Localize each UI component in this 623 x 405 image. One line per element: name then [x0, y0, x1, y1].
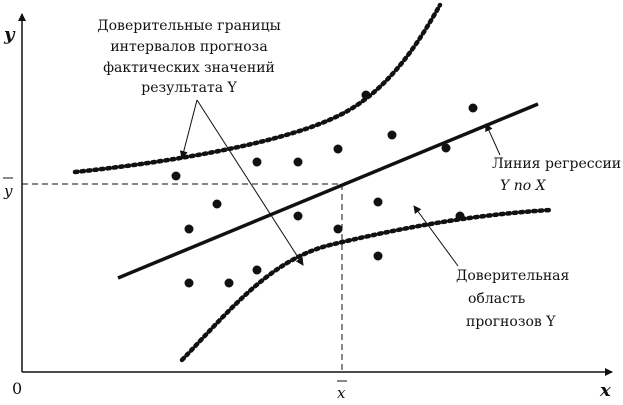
data-point: [373, 197, 383, 207]
confidence-region-label-line-3: прогнозов Y: [466, 314, 556, 330]
regression-line: [117, 102, 539, 280]
confidence-region-arrow: [413, 205, 459, 267]
data-point: [468, 103, 478, 113]
data-point: [361, 90, 371, 100]
lower-confidence-bound: [179, 207, 553, 363]
data-point: [333, 224, 343, 234]
data-point: [455, 211, 465, 221]
upper-confidence-bound: [72, 2, 443, 175]
data-point: [441, 143, 451, 153]
confidence-region-label-line-2: область: [468, 291, 526, 307]
data-point: [252, 265, 262, 275]
scatter-points: [171, 90, 478, 288]
confidence-bounds-label-line-1: Доверительные границы: [97, 18, 280, 34]
regression-line-label-line-2: Y по X: [500, 178, 547, 194]
data-point: [387, 130, 397, 140]
x-axis-label: x: [599, 380, 611, 401]
data-point: [293, 157, 303, 167]
x-mean-label: x: [337, 384, 346, 402]
data-point: [373, 251, 383, 261]
confidence-bounds-label-line-2: интервалов прогноза: [110, 39, 267, 55]
confidence-bounds-label-line-3: фактических значений: [103, 60, 275, 76]
data-point: [184, 224, 194, 234]
confidence-region-label-line-1: Доверительная: [456, 268, 569, 284]
data-point: [252, 157, 262, 167]
y-mean-label: y: [3, 182, 13, 200]
confidence-bounds-label-line-4: результата Y: [141, 80, 237, 96]
y-axis-label: y: [3, 24, 16, 45]
regression-line-label-line-1: Линия регрессии: [492, 156, 621, 172]
confidence-bounds-annotation: Доверительные границы интервалов прогноз…: [97, 18, 280, 96]
origin-label: 0: [12, 379, 22, 398]
data-point: [184, 278, 194, 288]
data-point: [224, 278, 234, 288]
data-point: [293, 211, 303, 221]
confidence-bounds-arrow-lower: [196, 99, 304, 266]
data-point: [333, 144, 343, 154]
regression-line-arrow: [485, 123, 501, 156]
data-point: [171, 171, 181, 181]
confidence-bounds-arrow-upper: [179, 99, 198, 159]
data-point: [212, 199, 222, 209]
